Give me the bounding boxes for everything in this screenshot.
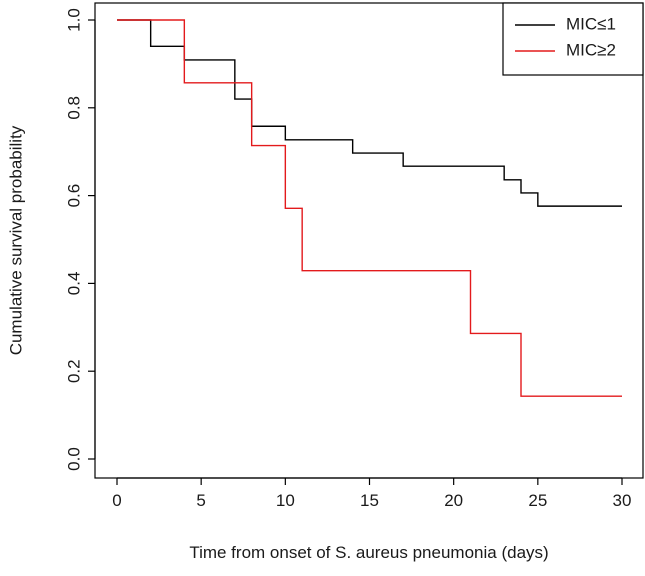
legend-label: MIC≤1 [566,14,616,33]
y-tick-label: 0.6 [64,184,83,208]
x-tick-label: 5 [196,491,205,510]
x-tick-label: 0 [112,491,121,510]
legend: MIC≤1 MIC≥2 [502,2,644,76]
y-tick-label: 0.2 [64,359,83,383]
x-tick-label: 20 [444,491,463,510]
series-line-mic-ge-2 [117,19,622,397]
legend-box [502,2,644,76]
y-axis-title: Cumulative survival probability [6,125,25,355]
y-tick-label: 1.0 [64,8,83,32]
x-axis: 0 5 10 15 20 25 30 [112,477,632,510]
legend-label: MIC≥2 [566,40,616,59]
y-axis: 0.0 0.2 0.4 0.6 0.8 1.0 [64,8,96,471]
x-tick-label: 10 [276,491,295,510]
x-axis-title: Time from onset of S. aureus pneumonia (… [189,543,548,562]
x-tick-label: 15 [360,491,379,510]
y-tick-label: 0.4 [64,272,83,296]
series-layer [117,19,622,397]
y-tick-label: 0.8 [64,96,83,120]
y-tick-label: 0.0 [64,447,83,471]
x-tick-label: 25 [528,491,547,510]
x-tick-label: 30 [613,491,632,510]
